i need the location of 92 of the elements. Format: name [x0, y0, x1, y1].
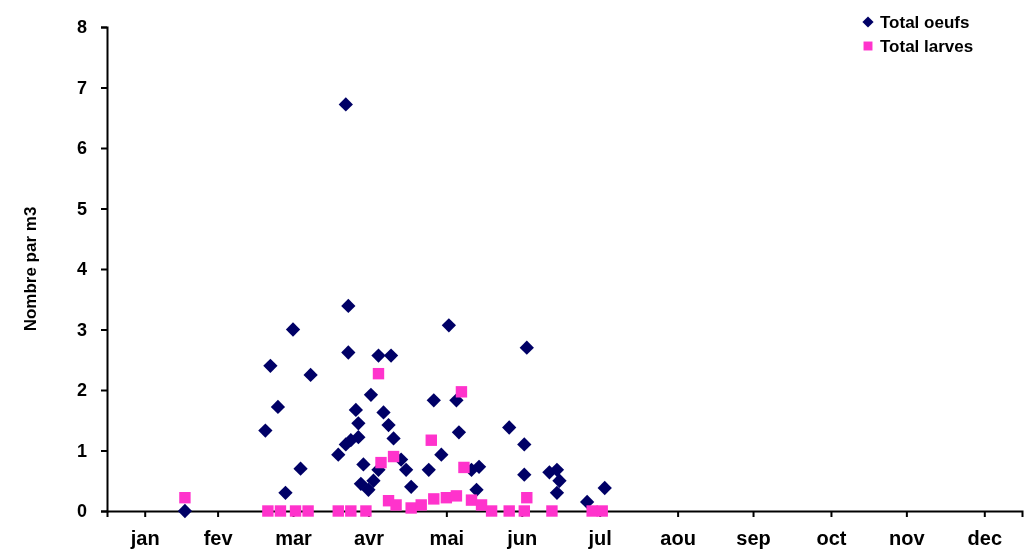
point	[262, 505, 274, 517]
point	[274, 505, 287, 517]
point	[503, 505, 515, 517]
point	[450, 490, 463, 502]
point	[303, 367, 318, 383]
point	[596, 505, 608, 517]
y-axis-title: Nombre par m3	[21, 206, 40, 332]
point	[546, 505, 558, 517]
point	[381, 417, 396, 433]
point	[363, 387, 379, 402]
y-tick-label: 1	[76, 440, 87, 461]
point	[390, 499, 402, 511]
point	[293, 461, 308, 476]
point	[455, 386, 468, 398]
point	[398, 462, 414, 477]
point	[451, 425, 467, 440]
point	[586, 505, 598, 517]
point	[285, 322, 301, 337]
x-tick-label: oct	[816, 527, 847, 550]
point	[366, 473, 381, 488]
y-tick-label: 5	[76, 198, 87, 219]
point	[405, 502, 417, 514]
point	[332, 505, 344, 517]
point	[415, 499, 427, 511]
point	[356, 457, 371, 472]
point	[485, 505, 498, 517]
point	[289, 505, 302, 517]
point	[302, 505, 314, 517]
point	[441, 318, 457, 333]
point	[386, 431, 401, 446]
point	[425, 434, 437, 446]
point	[360, 505, 372, 517]
x-tick-label: jan	[129, 527, 160, 550]
point	[351, 416, 366, 431]
point	[421, 462, 436, 477]
point	[338, 97, 353, 112]
x-tick-label: sep	[736, 527, 771, 550]
point	[263, 358, 278, 373]
x-tick-label: jul	[587, 527, 612, 550]
point	[345, 505, 357, 517]
point	[341, 298, 356, 314]
point	[331, 447, 346, 462]
x-tick-label: nov	[889, 527, 926, 550]
point	[552, 473, 567, 488]
point	[372, 367, 385, 380]
legend-label: Total oeufs	[880, 13, 970, 32]
point	[353, 476, 369, 491]
point	[502, 420, 517, 435]
point	[258, 423, 273, 438]
point	[517, 437, 532, 452]
y-tick-label: 0	[76, 501, 87, 522]
point	[278, 485, 293, 500]
x-tick-label: aou	[660, 527, 696, 550]
y-tick-label: 4	[76, 259, 87, 280]
y-tick-label: 3	[76, 319, 87, 340]
point	[519, 340, 534, 355]
y-tick-label: 7	[76, 77, 87, 98]
x-tick-label: jun	[506, 527, 538, 550]
point	[549, 485, 565, 500]
point	[597, 480, 612, 496]
point	[351, 430, 366, 445]
point	[270, 399, 286, 415]
x-tick-label: mar	[275, 527, 313, 550]
point	[341, 345, 356, 360]
x-tick-label: mai	[429, 527, 465, 550]
point	[458, 461, 470, 474]
point	[361, 482, 376, 497]
x-tick-label: dec	[967, 527, 1003, 550]
legend-label: Total larves	[880, 37, 974, 56]
point	[371, 348, 386, 363]
point	[518, 505, 530, 517]
point	[549, 462, 565, 477]
point	[434, 447, 449, 462]
point	[517, 467, 532, 482]
point	[471, 459, 487, 474]
point	[376, 405, 391, 420]
point	[475, 499, 488, 511]
point	[426, 393, 441, 408]
point	[465, 494, 478, 506]
y-tick-label: 6	[76, 138, 87, 159]
point	[469, 482, 484, 497]
point	[404, 479, 419, 494]
x-tick-label: fev	[203, 527, 234, 550]
point	[348, 402, 363, 418]
point	[375, 456, 387, 469]
point	[387, 450, 400, 463]
y-tick-label: 8	[76, 17, 87, 38]
point	[428, 493, 440, 505]
point	[383, 348, 399, 363]
x-tick-label: avr	[353, 527, 385, 550]
y-tick-label: 2	[76, 380, 87, 401]
point	[521, 491, 533, 504]
